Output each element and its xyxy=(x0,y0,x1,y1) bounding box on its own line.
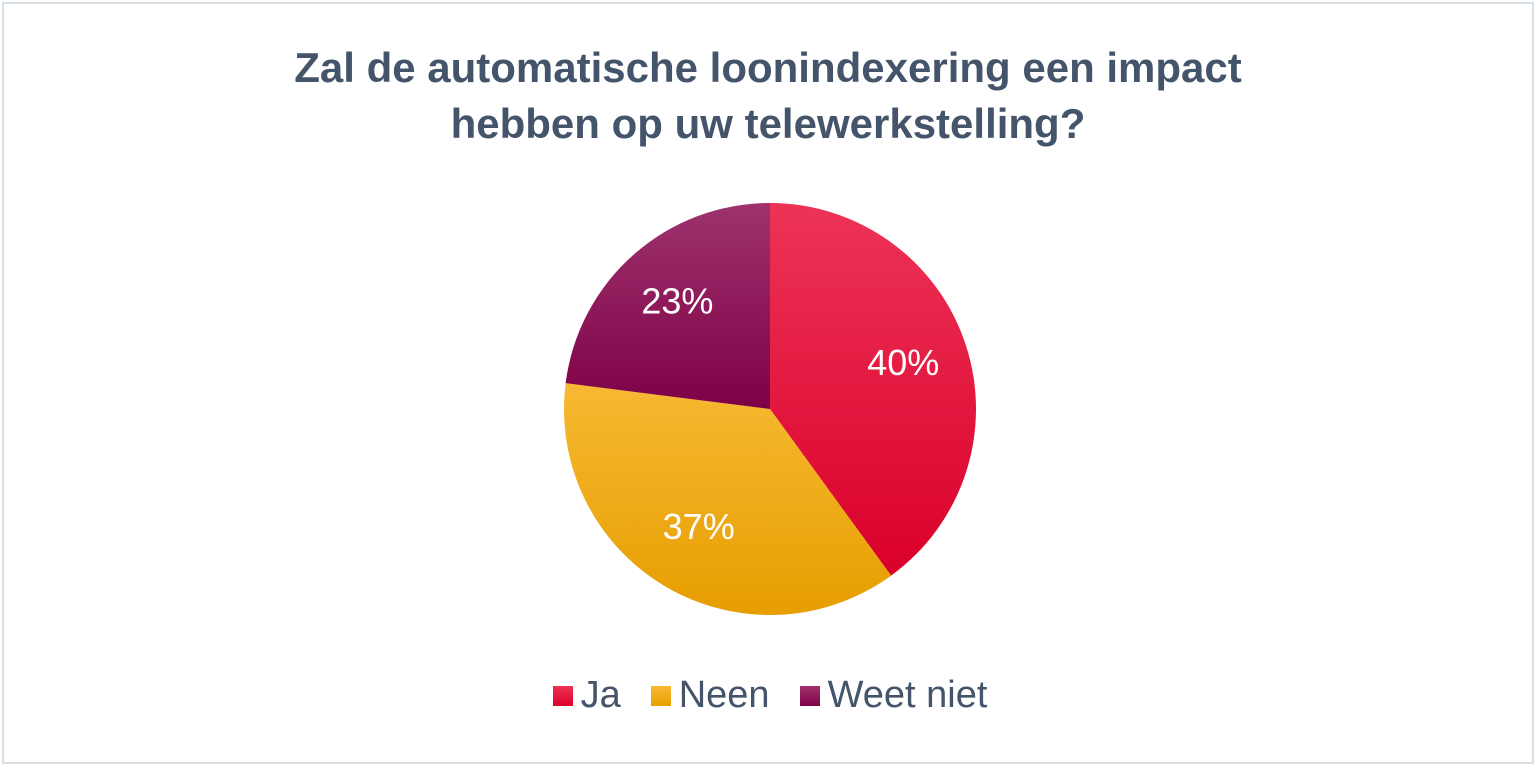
legend-item-neen: Neen xyxy=(650,674,770,717)
legend-swatch-neen xyxy=(650,685,671,706)
data-label-ja: 40% xyxy=(867,342,939,383)
chart-title-line-1: Zal de automatische loonindexering een i… xyxy=(294,44,1242,91)
legend-label-ja: Ja xyxy=(580,674,621,716)
chart-title-line-2: hebben op uw telewerkstelling? xyxy=(450,100,1086,147)
legend: Ja Neen Weet niet xyxy=(0,674,1540,717)
data-label-weet-niet: 23% xyxy=(641,280,713,321)
legend-label-neen: Neen xyxy=(678,674,770,716)
legend-swatch-ja xyxy=(552,685,573,706)
pie-slice-neen xyxy=(564,383,892,615)
data-label-neen: 37% xyxy=(663,506,735,547)
legend-label-weet-niet: Weet niet xyxy=(827,674,988,716)
legend-swatch-weet-niet xyxy=(799,685,820,706)
pie-labels: 40% 37% 23% xyxy=(641,280,939,547)
pie-slice-weet-niet xyxy=(565,203,770,409)
legend-item-weet-niet: Weet niet xyxy=(799,674,988,717)
chart-title: Zal de automatische loonindexering een i… xyxy=(0,40,1536,152)
pie-slices xyxy=(564,203,976,615)
legend-item-ja: Ja xyxy=(552,674,621,717)
pie-slice-ja xyxy=(770,203,976,576)
